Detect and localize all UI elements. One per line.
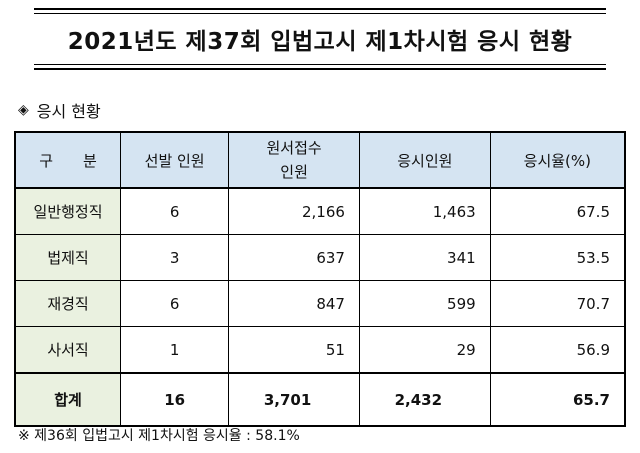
page-title: 2021년도 제37회 입법고시 제1차시험 응시 현황: [67, 29, 573, 55]
row-label: 일반행정직: [14, 187, 122, 235]
row-label: 사서직: [14, 326, 122, 374]
cell-applications: 637: [228, 234, 360, 281]
cell-applications: 2,166: [228, 187, 360, 235]
total-examinees: 2,432: [358, 372, 491, 427]
section-heading: ◈ 응시 현황: [18, 98, 101, 122]
row-label: 법제직: [14, 234, 122, 281]
cell-selection: 6: [120, 280, 230, 327]
table-row: 일반행정직 6 2,166 1,463 67.5: [14, 187, 626, 235]
cell-selection: 1: [120, 326, 230, 374]
total-label: 합계: [14, 372, 122, 427]
header-examinees: 응시인원: [358, 131, 491, 189]
table-header-row: 구 분 선발 인원 원서접수 인원 응시인원 응시율(%): [14, 131, 626, 189]
total-selection: 16: [120, 372, 230, 427]
header-selection-count: 선발 인원: [120, 131, 230, 189]
cell-examinees: 599: [358, 280, 491, 327]
title-inner-border: [34, 13, 606, 65]
section-label: 응시 현황: [36, 102, 101, 121]
table-total-row: 합계 16 3,701 2,432 65.7: [14, 372, 626, 427]
cell-rate: 67.5: [489, 187, 626, 235]
cell-rate: 70.7: [489, 280, 626, 327]
header-applications: 원서접수 인원: [228, 131, 360, 189]
cell-applications: 51: [228, 326, 360, 374]
cell-selection: 3: [120, 234, 230, 281]
header-attendance-rate: 응시율(%): [489, 131, 626, 189]
table-row: 재경직 6 847 599 70.7: [14, 280, 626, 327]
cell-rate: 56.9: [489, 326, 626, 374]
cell-examinees: 1,463: [358, 187, 491, 235]
footnote: ※ 제36회 입법고시 제1차시험 응시율 : 58.1%: [18, 428, 300, 444]
total-applications: 3,701: [228, 372, 360, 427]
title-box: 2021년도 제37회 입법고시 제1차시험 응시 현황: [34, 8, 606, 70]
table-row: 법제직 3 637 341 53.5: [14, 234, 626, 281]
cell-applications: 847: [228, 280, 360, 327]
row-label: 재경직: [14, 280, 122, 327]
cell-selection: 6: [120, 187, 230, 235]
total-rate: 65.7: [489, 372, 626, 427]
cell-examinees: 341: [358, 234, 491, 281]
diamond-icon: ◈: [18, 102, 29, 118]
table-row: 사서직 1 51 29 56.9: [14, 326, 626, 374]
header-category: 구 분: [14, 131, 122, 189]
applicant-status-table: 구 분 선발 인원 원서접수 인원 응시인원 응시율(%) 일반행정직 6 2,…: [14, 131, 626, 427]
cell-rate: 53.5: [489, 234, 626, 281]
cell-examinees: 29: [358, 326, 491, 374]
